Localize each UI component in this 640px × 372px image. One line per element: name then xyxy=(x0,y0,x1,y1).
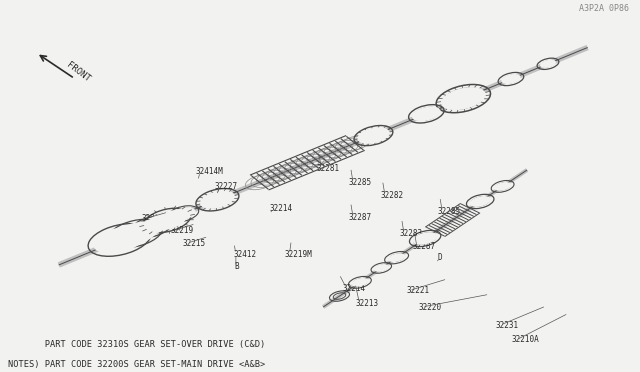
Text: 32285: 32285 xyxy=(438,208,461,217)
Text: 32285: 32285 xyxy=(349,178,372,187)
Text: FRONT: FRONT xyxy=(65,61,92,84)
Ellipse shape xyxy=(470,196,491,207)
Ellipse shape xyxy=(374,264,388,272)
Ellipse shape xyxy=(351,278,369,287)
Ellipse shape xyxy=(93,227,146,254)
Text: 32213: 32213 xyxy=(355,299,378,308)
Ellipse shape xyxy=(113,222,157,245)
Text: 32219: 32219 xyxy=(170,226,193,235)
Text: 32210A: 32210A xyxy=(511,336,539,344)
Ellipse shape xyxy=(357,127,389,144)
Ellipse shape xyxy=(441,87,486,110)
Text: 32214: 32214 xyxy=(269,204,292,213)
Text: PART CODE 32310S GEAR SET-OVER DRIVE (C&D): PART CODE 32310S GEAR SET-OVER DRIVE (C&… xyxy=(8,340,265,349)
Text: A3P2A 0P86: A3P2A 0P86 xyxy=(579,4,629,13)
Text: 32221: 32221 xyxy=(406,286,429,295)
Text: 32218M: 32218M xyxy=(141,214,170,223)
Text: NOTES) PART CODE 32200S GEAR SET-MAIN DRIVE <A&B>: NOTES) PART CODE 32200S GEAR SET-MAIN DR… xyxy=(8,360,265,369)
Text: 32414M: 32414M xyxy=(196,167,223,176)
Text: 32282: 32282 xyxy=(381,191,404,200)
Ellipse shape xyxy=(494,182,511,191)
Ellipse shape xyxy=(540,60,556,68)
Text: 32214: 32214 xyxy=(342,284,365,293)
Ellipse shape xyxy=(413,232,437,245)
Ellipse shape xyxy=(148,210,187,230)
Ellipse shape xyxy=(412,106,440,121)
Text: 32220: 32220 xyxy=(419,302,442,311)
Text: 32412: 32412 xyxy=(234,250,257,259)
Text: 32287: 32287 xyxy=(412,242,436,251)
Text: 32231: 32231 xyxy=(495,321,518,330)
Text: B: B xyxy=(234,262,239,271)
Text: 32283: 32283 xyxy=(399,230,423,238)
Ellipse shape xyxy=(200,190,235,209)
Ellipse shape xyxy=(170,207,196,220)
Ellipse shape xyxy=(135,218,168,235)
Text: 32215: 32215 xyxy=(183,238,206,247)
Ellipse shape xyxy=(388,253,405,262)
Ellipse shape xyxy=(501,74,521,84)
Text: 32287: 32287 xyxy=(349,213,372,222)
Text: 32281: 32281 xyxy=(317,164,340,173)
Text: 32227: 32227 xyxy=(215,182,238,191)
Text: 32219M: 32219M xyxy=(285,250,313,259)
Text: D: D xyxy=(438,253,442,262)
